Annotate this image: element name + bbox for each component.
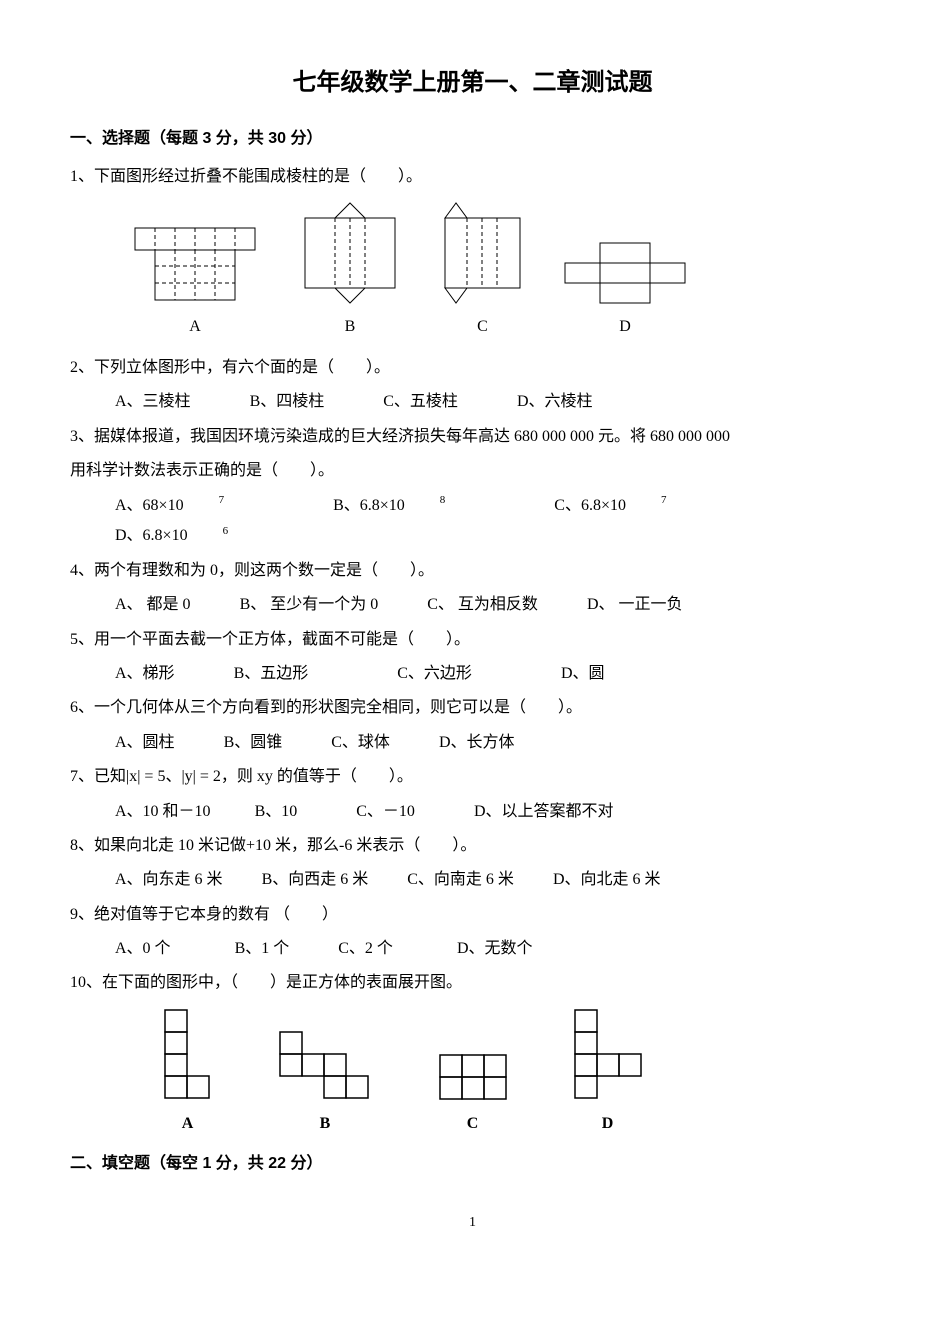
q10-label-b: B bbox=[275, 1109, 375, 1139]
question-3-options: A、68×107 B、6.8×108 C、6.8×107 D、6.8×106 bbox=[70, 490, 875, 551]
q6-opt-d: D、长方体 bbox=[439, 728, 515, 758]
q5-opt-d: D、圆 bbox=[561, 659, 605, 689]
question-3-text-line1: 3、据媒体报道，我国因环境污染造成的巨大经济损失每年高达 680 000 000… bbox=[70, 422, 875, 452]
page-number: 1 bbox=[70, 1210, 875, 1237]
q9-opt-b: B、1 个 bbox=[235, 934, 290, 964]
q4-opt-d: D、 一正一负 bbox=[587, 590, 683, 620]
q10-net-a-icon bbox=[160, 1005, 215, 1105]
q7-opt-a: A、10 和－10 bbox=[115, 797, 211, 827]
q4-opt-a: A、 都是 0 bbox=[115, 590, 191, 620]
q2-opt-d: D、六棱柱 bbox=[517, 387, 593, 417]
q10-net-b-icon bbox=[275, 1027, 375, 1105]
q1-label-d: D bbox=[560, 312, 690, 342]
q9-opt-d: D、无数个 bbox=[457, 934, 533, 964]
question-1-text: 1、下面图形经过折叠不能围成棱柱的是（ ）。 bbox=[70, 162, 875, 192]
question-9-text: 9、绝对值等于它本身的数有 （ ） bbox=[70, 900, 875, 930]
section-2-heading: 二、填空题（每空 1 分，共 22 分） bbox=[70, 1149, 875, 1179]
question-7-options: A、10 和－10 B、10 C、－10 D、以上答案都不对 bbox=[70, 797, 875, 827]
q4-opt-b: B、 至少有一个为 0 bbox=[240, 590, 379, 620]
question-3-text-line2: 用科学计数法表示正确的是（ ）。 bbox=[70, 456, 875, 486]
q10-label-c: C bbox=[435, 1109, 510, 1139]
page-title: 七年级数学上册第一、二章测试题 bbox=[70, 60, 875, 106]
q1-net-d-icon bbox=[560, 238, 690, 308]
question-6-options: A、圆柱 B、圆锥 C、球体 D、长方体 bbox=[70, 728, 875, 758]
question-5-options: A、梯形 B、五边形 C、六边形 D、圆 bbox=[70, 659, 875, 689]
q4-opt-c: C、 互为相反数 bbox=[427, 590, 538, 620]
question-8-options: A、向东走 6 米 B、向西走 6 米 C、向南走 6 米 D、向北走 6 米 bbox=[70, 865, 875, 895]
q1-net-a-icon bbox=[125, 218, 265, 308]
q2-opt-a: A、三棱柱 bbox=[115, 387, 191, 417]
question-8-text: 8、如果向北走 10 米记做+10 米，那么-6 米表示（ ）。 bbox=[70, 831, 875, 861]
q8-opt-a: A、向东走 6 米 bbox=[115, 865, 223, 895]
q9-opt-c: C、2 个 bbox=[338, 934, 393, 964]
q3-opt-a: A、68×107 bbox=[115, 490, 259, 521]
q10-net-c-icon bbox=[435, 1050, 510, 1105]
q10-net-d-icon bbox=[570, 1005, 645, 1105]
q2-opt-b: B、四棱柱 bbox=[250, 387, 325, 417]
q5-opt-b: B、五边形 bbox=[234, 659, 309, 689]
question-6-text: 6、一个几何体从三个方向看到的形状图完全相同，则它可以是（ ）。 bbox=[70, 693, 875, 723]
q10-label-d: D bbox=[570, 1109, 645, 1139]
q3-opt-d: D、6.8×106 bbox=[115, 521, 263, 552]
q1-label-a: A bbox=[125, 312, 265, 342]
q6-opt-a: A、圆柱 bbox=[115, 728, 175, 758]
q10-label-a: A bbox=[160, 1109, 215, 1139]
q5-opt-a: A、梯形 bbox=[115, 659, 175, 689]
question-9-options: A、0 个 B、1 个 C、2 个 D、无数个 bbox=[70, 934, 875, 964]
q2-opt-c: C、五棱柱 bbox=[383, 387, 458, 417]
question-2-text: 2、下列立体图形中，有六个面的是（ ）。 bbox=[70, 353, 875, 383]
q7-opt-c: C、－10 bbox=[356, 797, 415, 827]
question-10-text: 10、在下面的图形中，（ ）是正方体的表面展开图。 bbox=[70, 968, 875, 998]
q9-opt-a: A、0 个 bbox=[115, 934, 171, 964]
q7-opt-d: D、以上答案都不对 bbox=[474, 797, 614, 827]
question-7-text: 7、已知|x| = 5、|y| = 2，则 xy 的值等于（ ）。 bbox=[70, 762, 875, 792]
q8-opt-c: C、向南走 6 米 bbox=[407, 865, 514, 895]
question-2-options: A、三棱柱 B、四棱柱 C、五棱柱 D、六棱柱 bbox=[70, 387, 875, 417]
q3-opt-c: C、6.8×107 bbox=[554, 490, 701, 521]
q3-opt-b: B、6.8×108 bbox=[333, 490, 480, 521]
q8-opt-d: D、向北走 6 米 bbox=[553, 865, 661, 895]
question-5-text: 5、用一个平面去截一个正方体，截面不可能是（ ）。 bbox=[70, 625, 875, 655]
q8-opt-b: B、向西走 6 米 bbox=[262, 865, 369, 895]
q1-net-b-icon bbox=[295, 198, 405, 308]
question-4-text: 4、两个有理数和为 0，则这两个数一定是（ ）。 bbox=[70, 556, 875, 586]
q1-label-b: B bbox=[295, 312, 405, 342]
section-1-heading: 一、选择题（每题 3 分，共 30 分） bbox=[70, 124, 875, 154]
question-4-options: A、 都是 0 B、 至少有一个为 0 C、 互为相反数 D、 一正一负 bbox=[70, 590, 875, 620]
q7-opt-b: B、10 bbox=[255, 797, 298, 827]
question-10-diagrams: A B C bbox=[70, 1005, 875, 1139]
q1-label-c: C bbox=[435, 312, 530, 342]
q6-opt-b: B、圆锥 bbox=[224, 728, 283, 758]
q5-opt-c: C、六边形 bbox=[397, 659, 472, 689]
q6-opt-c: C、球体 bbox=[331, 728, 390, 758]
question-1-diagrams: A B C D bbox=[70, 198, 875, 342]
q1-net-c-icon bbox=[435, 198, 530, 308]
